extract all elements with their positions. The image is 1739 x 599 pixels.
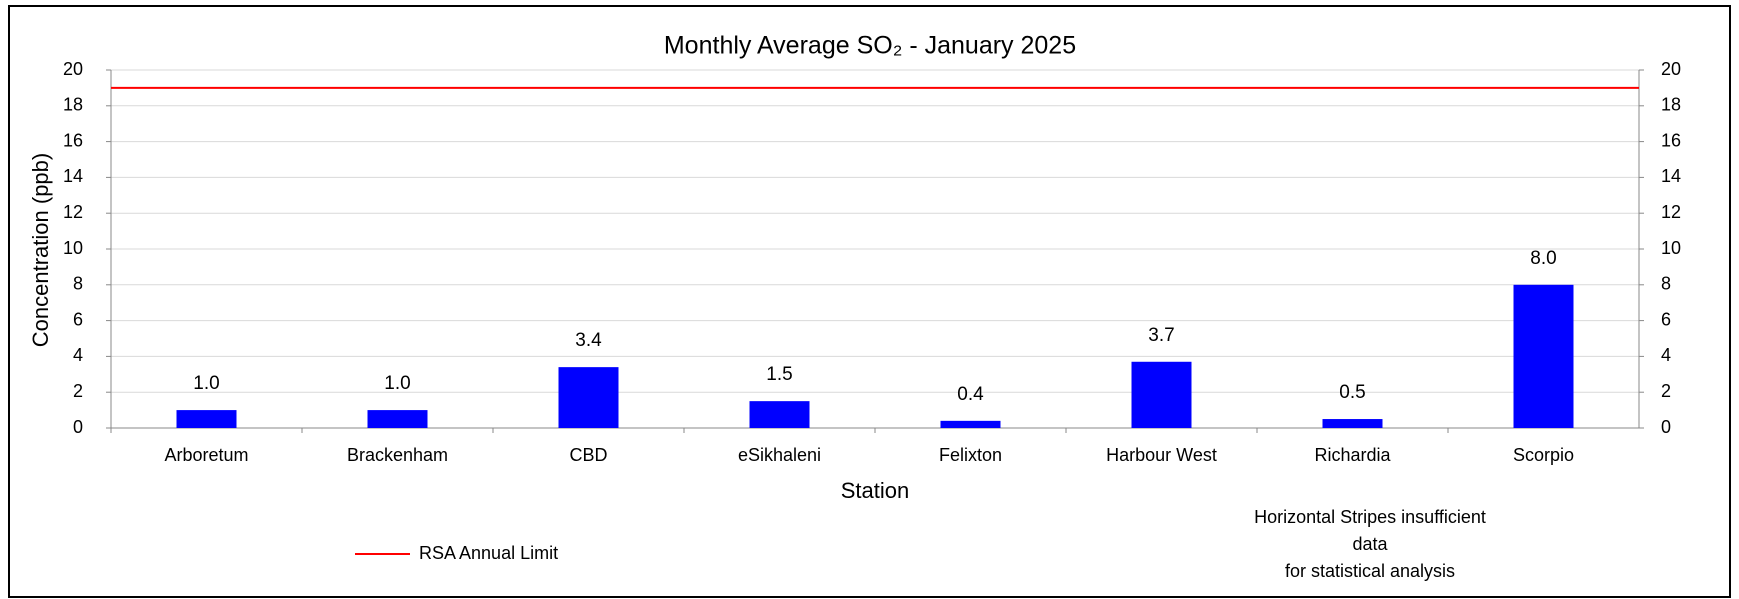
- annotation: Horizontal Stripes insufficient: [1254, 507, 1486, 527]
- x-tick-label: eSikhaleni: [738, 445, 821, 465]
- y-tick-label: 18: [63, 95, 83, 115]
- y-tick-label: 16: [63, 130, 83, 150]
- bar: [940, 420, 1001, 428]
- annotation: for statistical analysis: [1285, 561, 1455, 581]
- x-tick-label: Harbour West: [1106, 445, 1217, 465]
- y2-tick-label: 0: [1661, 417, 1671, 437]
- y2-tick-label: 6: [1661, 309, 1671, 329]
- y2-tick-label: 8: [1661, 274, 1671, 294]
- y2-tick-label: 20: [1661, 59, 1681, 79]
- bar: [1322, 419, 1383, 428]
- y-tick-label: 8: [73, 274, 83, 294]
- value-label: 3.7: [1148, 325, 1174, 346]
- y2-tick-label: 4: [1661, 345, 1671, 365]
- y-tick-label: 0: [73, 417, 83, 437]
- chart-title: Monthly Average SO₂ - January 2025: [664, 32, 1076, 60]
- bar: [367, 410, 428, 428]
- y2-tick-label: 10: [1661, 238, 1681, 258]
- y-tick-label: 6: [73, 309, 83, 329]
- value-label: 0.4: [957, 384, 984, 405]
- y-tick-label: 20: [63, 59, 83, 79]
- value-label: 8.0: [1530, 248, 1556, 269]
- bar: [558, 367, 619, 428]
- bar: [176, 410, 237, 428]
- y2-tick-label: 2: [1661, 381, 1671, 401]
- y-tick-label: 10: [63, 238, 83, 258]
- value-label: 1.5: [766, 364, 792, 385]
- x-tick-label: Scorpio: [1513, 445, 1574, 465]
- value-label: 1.0: [193, 373, 219, 394]
- y2-tick-label: 16: [1661, 130, 1681, 150]
- legend-label: RSA Annual Limit: [419, 543, 558, 563]
- y-tick-label: 14: [63, 166, 83, 186]
- y2-tick-label: 12: [1661, 202, 1681, 222]
- x-tick-label: Arboretum: [164, 445, 248, 465]
- bar: [1131, 361, 1192, 428]
- value-label: 1.0: [384, 373, 410, 394]
- y-axis-title: Concentration (ppb): [28, 153, 53, 347]
- annotation: data: [1352, 534, 1388, 554]
- value-label: 0.5: [1339, 382, 1365, 403]
- x-tick-label: CBD: [569, 445, 607, 465]
- y-tick-label: 12: [63, 202, 83, 222]
- bar: [1513, 284, 1574, 428]
- y-tick-label: 2: [73, 381, 83, 401]
- x-axis-title: Station: [841, 478, 910, 503]
- bar: [749, 401, 810, 428]
- y2-tick-label: 18: [1661, 95, 1681, 115]
- y-tick-label: 4: [73, 345, 83, 365]
- chart-frame: [8, 5, 1731, 598]
- x-tick-label: Felixton: [939, 445, 1002, 465]
- x-tick-label: Brackenham: [347, 445, 448, 465]
- x-tick-label: Richardia: [1314, 445, 1391, 465]
- value-label: 3.4: [575, 330, 602, 351]
- y2-tick-label: 14: [1661, 166, 1681, 186]
